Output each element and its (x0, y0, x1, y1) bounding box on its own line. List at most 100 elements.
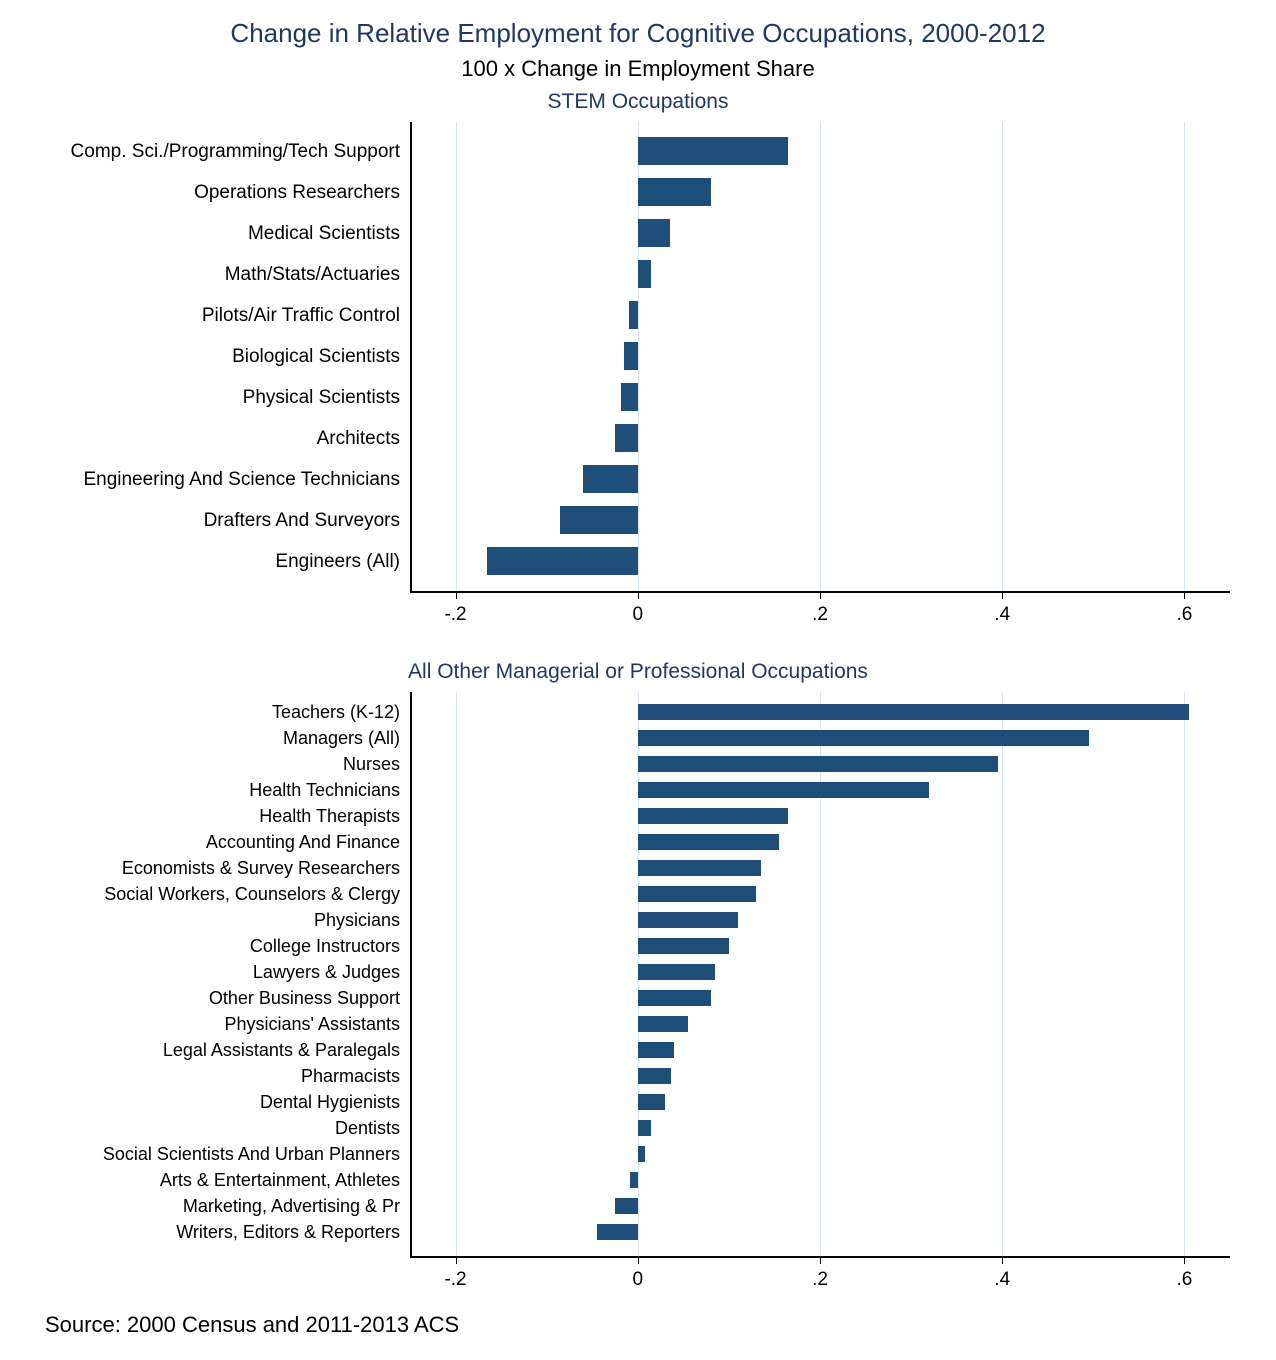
category-label: Social Scientists And Urban Planners (103, 1144, 400, 1165)
category-label: Math/Stats/Actuaries (225, 264, 400, 286)
category-label: Drafters And Surveyors (204, 510, 400, 532)
bar (583, 465, 638, 493)
bar (638, 886, 756, 902)
bar (638, 260, 652, 288)
bar (638, 834, 779, 850)
category-label: Biological Scientists (232, 346, 400, 368)
bar (638, 912, 738, 928)
bar (638, 860, 761, 876)
chart-subtitle: 100 x Change in Employment Share (0, 56, 1276, 82)
x-tick-label: .6 (1177, 604, 1193, 626)
category-label: Dentists (335, 1118, 400, 1139)
bar (638, 1016, 688, 1032)
x-tick-label: -.2 (444, 604, 466, 626)
x-tick-mark (1002, 1257, 1003, 1264)
category-label: Medical Scientists (248, 223, 400, 245)
x-tick-label: .2 (812, 1269, 828, 1291)
category-label: Managers (All) (283, 728, 400, 749)
gridline (1184, 692, 1185, 1257)
bar (638, 1146, 645, 1162)
category-label: Physicians (314, 910, 400, 931)
category-label: Writers, Editors & Reporters (176, 1222, 400, 1243)
bar (638, 178, 711, 206)
category-label: Dental Hygienists (260, 1092, 400, 1113)
panel2-chart: Teachers (K-12) Managers (All) Nurses Healt… (0, 692, 1276, 1307)
category-label: Health Therapists (259, 806, 400, 827)
category-label: Engineering And Science Technicians (83, 469, 400, 491)
x-tick-mark (1184, 592, 1185, 599)
category-label: Nurses (343, 754, 400, 775)
category-label: Social Workers, Counselors & Clergy (104, 884, 400, 905)
category-label: Arts & Entertainment, Athletes (160, 1170, 400, 1191)
panel1-chart: Comp. Sci./Programming/Tech Support Opera… (0, 122, 1276, 642)
bar (621, 383, 637, 411)
category-label: Physicians' Assistants (224, 1014, 400, 1035)
bar (638, 782, 930, 798)
x-tick-label: .6 (1177, 1269, 1193, 1291)
x-tick-label: -.2 (444, 1269, 466, 1291)
category-label: Legal Assistants & Paralegals (163, 1040, 400, 1061)
gridline (1184, 122, 1185, 592)
bar (638, 1042, 674, 1058)
bar (638, 1068, 672, 1084)
panel1-title: STEM Occupations (0, 90, 1276, 114)
bar (615, 424, 638, 452)
bar (638, 1120, 652, 1136)
category-label: Pharmacists (301, 1066, 400, 1087)
x-tick-label: .2 (812, 604, 828, 626)
x-tick-mark (638, 1257, 639, 1264)
x-tick-mark (820, 592, 821, 599)
bar (638, 990, 711, 1006)
x-tick-mark (820, 1257, 821, 1264)
x-tick-mark (638, 592, 639, 599)
bar (615, 1198, 638, 1214)
gridline (456, 122, 457, 592)
bar (638, 730, 1089, 746)
category-label: Comp. Sci./Programming/Tech Support (71, 141, 400, 163)
y-axis (410, 122, 412, 592)
x-tick-label: .4 (994, 604, 1010, 626)
gridline (820, 692, 821, 1257)
gridline (1002, 692, 1003, 1257)
category-label: Engineers (All) (275, 551, 400, 573)
category-label: Accounting And Finance (206, 832, 400, 853)
category-label: Marketing, Advertising & Pr (183, 1196, 400, 1217)
x-tick-mark (456, 1257, 457, 1264)
x-tick-label: .4 (994, 1269, 1010, 1291)
bar (624, 342, 638, 370)
category-label: Physical Scientists (243, 387, 400, 409)
bar (638, 756, 998, 772)
bar (560, 506, 637, 534)
category-label: Economists & Survey Researchers (122, 858, 400, 879)
panel1-plot-area (410, 122, 1230, 592)
bar (638, 938, 729, 954)
bar (597, 1224, 638, 1240)
category-label: Operations Researchers (194, 182, 400, 204)
category-label: Teachers (K-12) (272, 702, 400, 723)
bar (638, 219, 670, 247)
x-tick-label: 0 (632, 1269, 643, 1291)
bar (638, 808, 788, 824)
bar (638, 964, 715, 980)
x-tick-mark (456, 592, 457, 599)
category-label: College Instructors (250, 936, 400, 957)
panel2-plot-area (410, 692, 1230, 1257)
gridline (1002, 122, 1003, 592)
bar (638, 704, 1189, 720)
gridline (456, 692, 457, 1257)
page: Change in Relative Employment for Cognit… (0, 0, 1276, 1360)
chart-title: Change in Relative Employment for Cognit… (0, 18, 1276, 49)
bar (487, 547, 637, 575)
x-tick-label: 0 (632, 604, 643, 626)
category-label: Other Business Support (209, 988, 400, 1009)
category-label: Lawyers & Judges (253, 962, 400, 983)
bar (629, 301, 638, 329)
panel2-title: All Other Managerial or Professional Occ… (0, 660, 1276, 684)
x-tick-mark (1002, 592, 1003, 599)
bar (638, 137, 788, 165)
y-axis (410, 692, 412, 1257)
source-text: Source: 2000 Census and 2011-2013 ACS (45, 1312, 459, 1338)
category-label: Pilots/Air Traffic Control (202, 305, 400, 327)
category-label: Architects (317, 428, 400, 450)
bar (638, 1094, 665, 1110)
